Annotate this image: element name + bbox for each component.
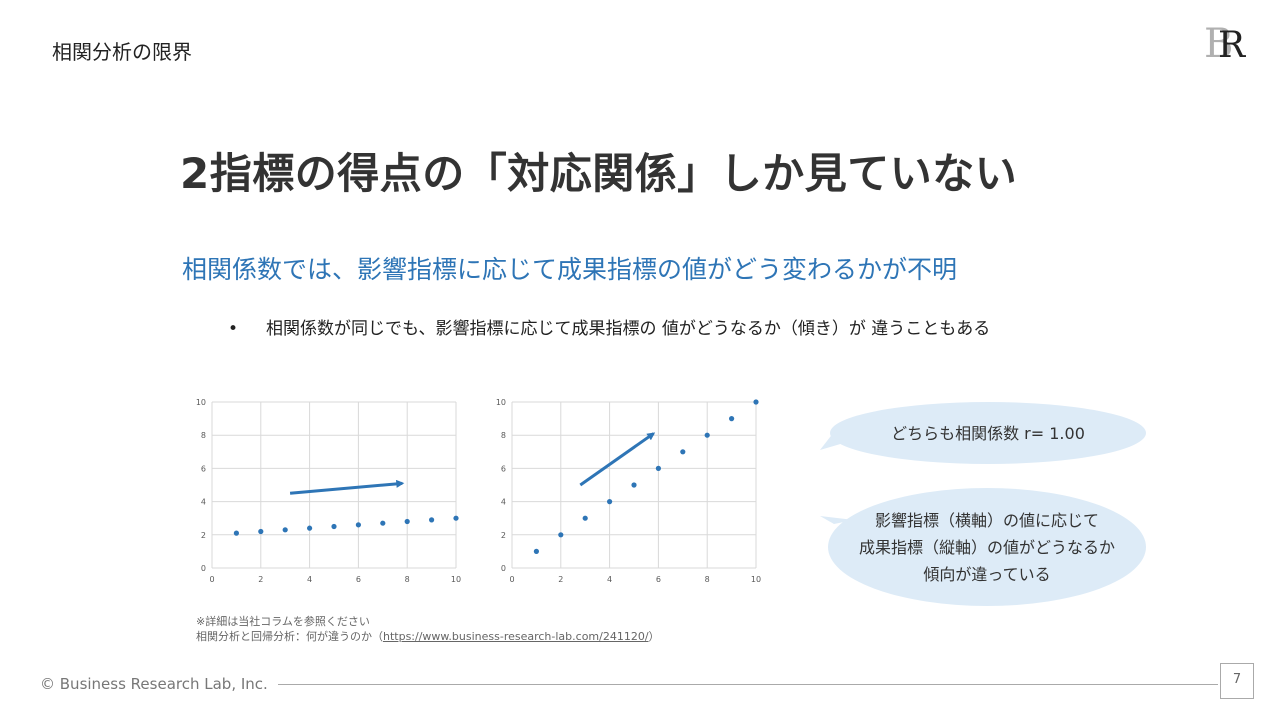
x-tick-label: 0 (509, 575, 514, 584)
data-point (753, 399, 759, 405)
bubble2-tail (820, 516, 854, 524)
data-point (429, 517, 435, 523)
section-title: 相関分析の限界 (52, 40, 192, 64)
bullet-item: • 相関係数が同じでも、影響指標に応じて成果指標の 値がどうなるか（傾き）が 違う… (228, 314, 990, 339)
y-tick-label: 8 (501, 431, 506, 440)
y-tick-label: 2 (201, 531, 206, 540)
logo-letter-b: B (1204, 21, 1234, 67)
page-number: 7 (1220, 663, 1254, 699)
y-tick-label: 0 (201, 564, 206, 573)
data-point (631, 482, 637, 488)
data-point (607, 499, 613, 505)
note-line-2: 相関分析と回帰分析：何が違うのか（https://www.business-re… (196, 629, 660, 644)
data-point (680, 449, 686, 455)
data-point (533, 548, 539, 554)
y-tick-label: 10 (196, 398, 206, 407)
x-tick-label: 0 (209, 575, 214, 584)
x-tick-label: 8 (705, 575, 710, 584)
scatter-chart-left: 0 2 4 6 8 10 0 2 4 6 8 10 (196, 398, 461, 584)
y-tick-label: 4 (501, 498, 506, 507)
data-point (582, 515, 588, 521)
data-point (704, 432, 710, 438)
trend-arrow (579, 432, 656, 487)
callout-line-1: 影響指標（横軸）の値に応じて (874, 510, 1099, 530)
reference-note: ※詳細は当社コラムを参照ください 相関分析と回帰分析：何が違うのか（https:… (196, 614, 660, 644)
trend-arrow (289, 479, 405, 495)
data-point (655, 465, 661, 471)
data-point (558, 532, 564, 538)
note-line-1: ※詳細は当社コラムを参照ください (196, 615, 370, 628)
note-suffix: ） (648, 630, 660, 643)
x-tick-label: 2 (558, 575, 563, 584)
y-tick-label: 10 (496, 398, 506, 407)
x-tick-label: 10 (751, 575, 761, 584)
footer-divider (278, 684, 1218, 685)
note-prefix: 相関分析と回帰分析：何が違うのか（ (196, 630, 383, 643)
logo-letter-r: R (1218, 25, 1246, 66)
x-tick-label: 6 (656, 575, 661, 584)
callout-bubble-correlation: どちらも相関係数 r= 1.00 (830, 402, 1146, 464)
scatter-chart-right: 0 2 4 6 8 10 0 2 4 6 8 10 (496, 398, 761, 584)
footer-copyright: © Business Research Lab, Inc. (40, 675, 268, 693)
x-tick-label: 10 (451, 575, 461, 584)
callout-line-2: 成果指標（縦軸）の値がどうなるか (858, 537, 1115, 557)
data-point (355, 522, 361, 528)
data-point (331, 523, 337, 530)
x-tick-label: 2 (258, 575, 263, 584)
slide-subhead: 相関係数では、影響指標に応じて成果指標の値がどう変わるかが不明 (182, 255, 958, 284)
y-tick-label: 0 (501, 564, 506, 573)
data-point (404, 518, 410, 525)
slide-headline: 2指標の得点の「対応関係」しか見ていない (180, 149, 1018, 198)
x-tick-label: 6 (356, 575, 361, 584)
y-tick-label: 6 (501, 464, 506, 473)
x-tick-label: 4 (607, 575, 612, 584)
reference-link[interactable]: https://www.business-research-lab.com/24… (383, 630, 649, 643)
data-point (233, 530, 239, 536)
company-logo: B R (1200, 22, 1256, 70)
y-tick-label: 8 (201, 431, 206, 440)
callout-bubble-slope: 影響指標（横軸）の値に応じて 成果指標（縦軸）の値がどうなるか 傾向が違っている (828, 488, 1146, 606)
x-tick-label: 8 (405, 575, 410, 584)
bullet-marker: • (228, 319, 239, 339)
y-tick-label: 6 (201, 464, 206, 473)
callout-line-3: 傾向が違っている (923, 564, 1051, 584)
data-point (380, 520, 386, 526)
y-tick-label: 2 (501, 531, 506, 540)
y-tick-label: 4 (201, 498, 206, 507)
x-tick-label: 4 (307, 575, 312, 584)
data-point (307, 525, 313, 531)
data-point (453, 515, 459, 521)
bullet-text: 相関係数が同じでも、影響指標に応じて成果指標の 値がどうなるか（傾き）が 違うこ… (266, 319, 991, 339)
data-point (282, 527, 288, 533)
callout-bubble-text: どちらも相関係数 r= 1.00 (891, 423, 1085, 443)
data-point (258, 528, 264, 535)
data-point (729, 416, 735, 422)
